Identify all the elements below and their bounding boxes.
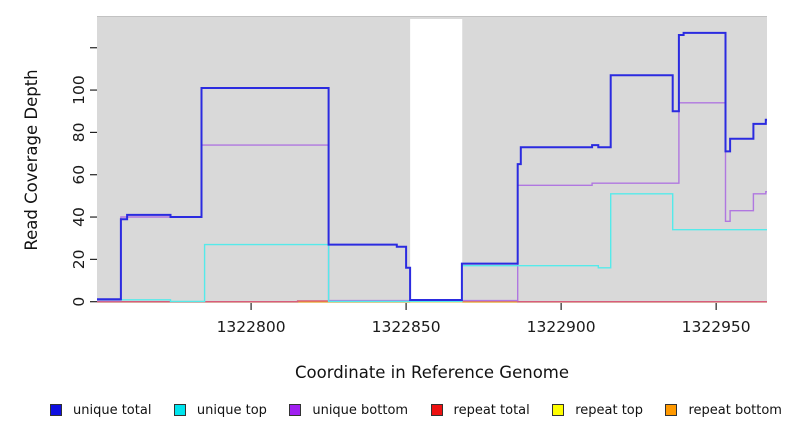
legend-item-repeat-top: repeat top — [552, 403, 643, 418]
x-axis-title: Coordinate in Reference Genome — [295, 363, 569, 382]
legend-swatch — [665, 404, 678, 416]
y-tick-label: 0 — [70, 297, 88, 307]
x-tick-label: 1322950 — [682, 318, 751, 336]
legend-item-label: unique total — [73, 402, 152, 418]
legend-swatch — [173, 404, 186, 416]
y-axis-title: Read Coverage Depth — [22, 69, 41, 250]
x-tick-label: 1322850 — [372, 318, 441, 336]
y-tick-label: 80 — [70, 123, 88, 143]
no-data-band — [410, 19, 463, 303]
legend-swatch — [430, 404, 443, 416]
legend-item-unique-bottom: unique bottom — [289, 403, 408, 418]
legend-item-unique-total: unique total — [50, 403, 151, 418]
legend: unique total unique top unique bottom repea… — [0, 397, 792, 423]
coverage-chart: 1322800 1322850 1322900 1322950 0 20 40 60 80 100… — [22, 16, 767, 382]
plot-svg: 1322800 1322850 1322900 1322950 0 20 40 60 80 100… — [22, 16, 767, 382]
x-tick-label: 1322800 — [217, 318, 286, 336]
legend-swatch — [50, 404, 62, 416]
legend-item-label: repeat total — [453, 402, 530, 418]
legend-item-label: repeat bottom — [688, 402, 782, 418]
legend-item-unique-top: unique top — [173, 402, 267, 418]
legend-swatch — [289, 404, 302, 416]
legend-item-label: unique top — [196, 402, 267, 418]
legend-item-label: repeat top — [575, 402, 643, 418]
y-tick-label: 100 — [70, 75, 88, 105]
legend-item-repeat-total: repeat total — [430, 402, 530, 418]
y-tick-label: 60 — [70, 165, 88, 185]
y-tick-label: 40 — [70, 207, 88, 227]
legend-swatch — [552, 404, 565, 416]
x-tick-label: 1322900 — [527, 318, 596, 336]
legend-item-label: unique bottom — [312, 402, 409, 418]
legend-item-repeat-bottom: repeat bottom — [665, 403, 782, 418]
y-tick-label: 20 — [70, 250, 88, 270]
series-line-unique-total — [97, 31, 767, 301]
